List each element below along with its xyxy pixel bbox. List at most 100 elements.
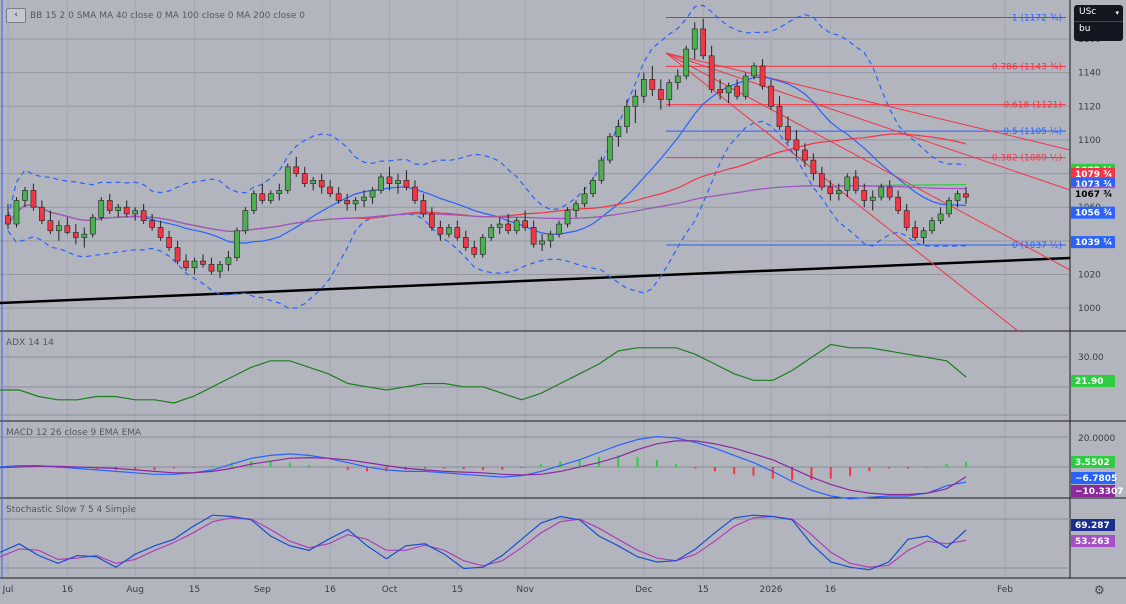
candle-body	[446, 227, 452, 235]
candle-body	[717, 89, 723, 94]
macd-histogram-bar	[597, 456, 600, 467]
x-tick-label: 2026	[760, 585, 783, 595]
fib-level-label: 0.618 (1121)	[1003, 101, 1062, 111]
candle-body	[352, 200, 359, 205]
indicator-badge	[1071, 375, 1115, 387]
macd-histogram-bar	[733, 467, 736, 475]
candle-body	[403, 179, 410, 188]
y-tick-label: 1000	[1078, 304, 1101, 314]
candle-body	[149, 220, 155, 228]
stoch-d-line	[0, 515, 967, 568]
fib-level-label: 0 (1037 ½)	[1012, 241, 1062, 251]
fib-level-label: 0.786 (1143 ¾)	[992, 62, 1062, 72]
candle-body	[115, 206, 122, 211]
candle-body	[225, 257, 232, 265]
x-tick-label: 16	[324, 585, 336, 595]
macd-histogram-bar	[771, 467, 774, 479]
macd-histogram-bar	[810, 467, 813, 481]
unit2-label[interactable]: bu ▾	[1074, 9, 1123, 38]
macd-y-tick-label: 20.0000	[1078, 434, 1115, 444]
price-badge	[1071, 188, 1115, 201]
indicator-badge-label: −10.3307	[1075, 487, 1124, 497]
candle-body	[462, 237, 469, 248]
candle-body	[157, 227, 164, 238]
macd-histogram-bar	[366, 467, 369, 472]
candle-body	[191, 260, 198, 269]
candle-body	[488, 227, 495, 238]
indicator-badge	[1071, 456, 1115, 468]
indicator-badge	[1071, 472, 1115, 484]
macd-histogram-bar	[887, 467, 890, 469]
candle-body	[284, 166, 291, 191]
candle-body	[632, 95, 639, 107]
candle-body	[827, 186, 834, 195]
y-tick-label: 1100	[1078, 136, 1101, 146]
price-badge-label: 1067 ¾	[1075, 190, 1113, 200]
candle-body	[56, 225, 62, 232]
macd-legend: MACD 12 26 close 9 EMA EMA	[6, 428, 142, 438]
x-tick-label: Sep	[254, 585, 271, 595]
bollinger-upper-band	[7, 4, 967, 218]
fib-level-label: 1 (1172 ¾)	[1012, 14, 1062, 24]
candle-body	[785, 126, 791, 141]
candle-body	[581, 193, 588, 205]
macd-histogram-bar	[694, 467, 697, 469]
candle-body	[649, 79, 656, 90]
candle-body	[183, 260, 189, 269]
candle-body	[937, 213, 944, 221]
x-tick-label: Oct	[382, 585, 398, 595]
price-badge	[1071, 167, 1115, 180]
candle-body	[929, 220, 935, 232]
macd-histogram-bar	[675, 464, 678, 467]
adx-y-tick-label: 30.00	[1078, 353, 1104, 363]
candle-body	[954, 193, 961, 201]
candle-body	[835, 190, 842, 195]
y-tick-label: 1020	[1078, 270, 1101, 280]
indicator-badge-label: −6.7805	[1075, 474, 1117, 484]
candle-body	[852, 176, 859, 191]
candle-body	[361, 196, 367, 201]
indicator-badge-label: 69.287	[1075, 521, 1110, 531]
candle-body	[886, 186, 893, 198]
candle-body	[751, 65, 757, 77]
macd-histogram-bar	[308, 464, 311, 467]
stoch-legend: Stochastic Slow 7 5 4 Simple	[6, 505, 136, 515]
candle-body	[590, 179, 596, 195]
bollinger-basis	[7, 76, 967, 244]
macd-histogram-bar	[926, 467, 929, 468]
x-tick-label: 15	[452, 585, 463, 595]
fan-trendline	[665, 52, 1071, 191]
macd-histogram-bar	[752, 467, 755, 476]
fib-level-label: 0.382 (1089 ½)	[992, 154, 1062, 164]
fan-trendline	[665, 52, 1019, 332]
candle-body	[674, 75, 681, 84]
macd-histogram-bar	[134, 467, 137, 470]
candle-body	[844, 176, 851, 191]
x-tick-label: 16	[62, 585, 74, 595]
candle-body	[259, 193, 266, 201]
candle-body	[234, 230, 240, 258]
candle-body	[217, 264, 223, 272]
macd-histogram-bar	[230, 462, 233, 467]
candle-body	[624, 105, 630, 127]
unit-label: USc	[1079, 7, 1097, 17]
candle-body	[30, 190, 37, 208]
candle-body	[666, 82, 673, 100]
candle-body	[776, 105, 783, 127]
candle-body	[242, 210, 249, 232]
candle-body	[395, 179, 401, 184]
unit-selector[interactable]: USc bu ▾	[1074, 5, 1123, 41]
stoch-k-line	[0, 514, 967, 571]
collapse-legend-button[interactable]: ‹	[6, 8, 26, 23]
macd-histogram-bar	[192, 467, 195, 468]
candle-body	[869, 196, 876, 201]
chevron-down-icon: ▾	[1115, 9, 1119, 17]
candle-body	[81, 233, 88, 238]
candle-body	[615, 126, 622, 137]
adx-legend: ADX 14 14	[6, 338, 54, 348]
x-tick-label: Feb	[997, 585, 1013, 595]
candle-body	[64, 225, 71, 233]
gear-icon[interactable]: ⚙	[1094, 583, 1105, 597]
